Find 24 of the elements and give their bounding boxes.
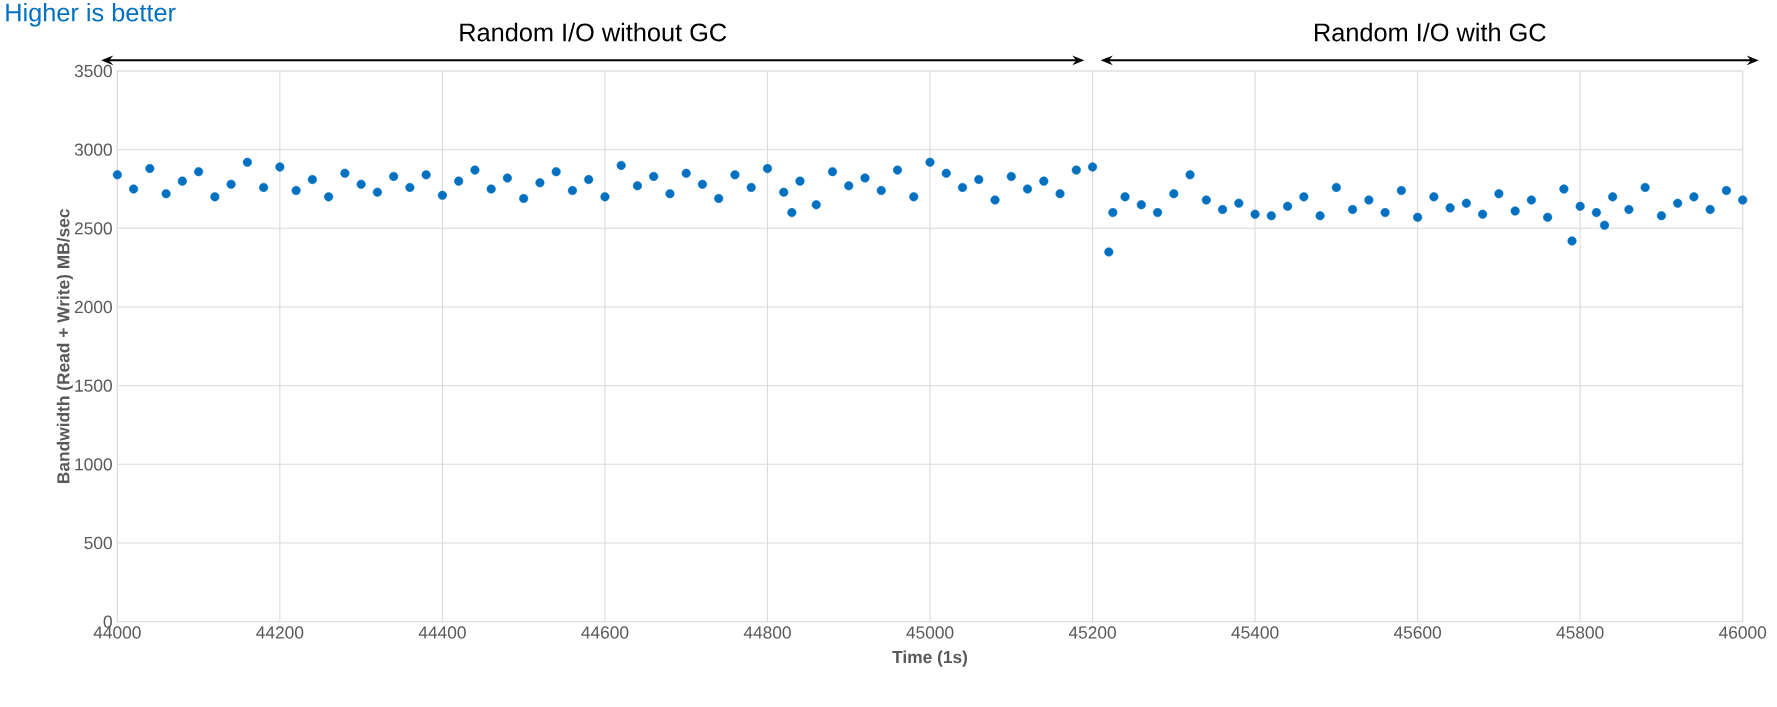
- x-axis-title: Time (1s): [892, 650, 968, 667]
- x-tick-label: 45800: [1556, 626, 1604, 639]
- x-tick-label: 44400: [418, 626, 466, 639]
- x-tick-label: 44200: [256, 626, 304, 639]
- y-axis-title: Bandwidth (Read + Write) MB/sec: [56, 209, 73, 483]
- chart-title: Higher is better: [6, 2, 176, 27]
- y-tick-label: 500: [84, 536, 112, 550]
- x-tick-label: 45000: [906, 626, 954, 639]
- text: Random I/O with GC: [1315, 22, 1546, 42]
- y-tick-label: 3000: [74, 143, 112, 156]
- x-tick-label: 44000: [93, 626, 141, 639]
- y-tick-label: 2500: [74, 222, 112, 235]
- y-tick-label: 3500: [74, 64, 112, 78]
- y-tick-label: 2000: [74, 300, 112, 314]
- x-tick-label: 44800: [743, 626, 791, 639]
- y-tick-label: 1000: [75, 458, 112, 471]
- x-tick-label: 45600: [1393, 626, 1442, 639]
- y-tick-label: 0: [103, 615, 112, 628]
- x-tick-label: 45200: [1068, 626, 1116, 639]
- x-tick-label: 44600: [581, 626, 629, 639]
- x-tick-label: 45400: [1231, 626, 1279, 639]
- y-tick-label: 1500: [75, 379, 112, 392]
- x-tick-label: 46000: [1718, 626, 1767, 639]
- text: Random I/O without GC: [460, 22, 727, 42]
